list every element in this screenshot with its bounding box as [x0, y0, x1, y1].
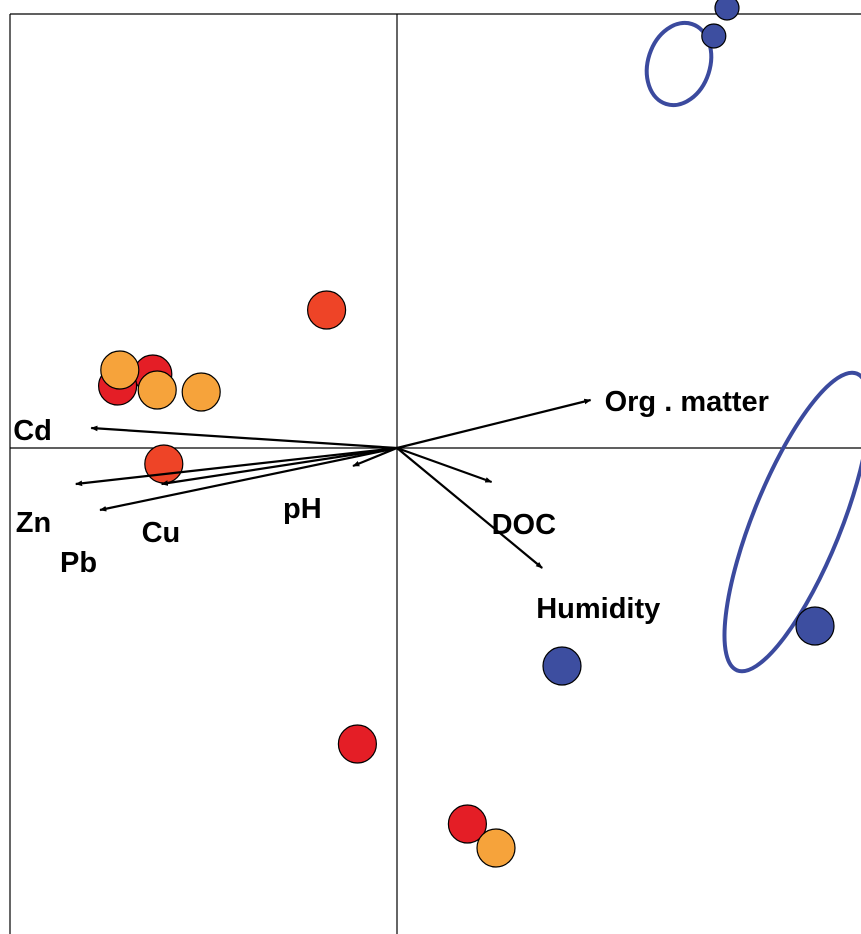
vector-label-ph: pH [283, 493, 322, 525]
sample-point-orange [476, 828, 516, 868]
vector-zn [75, 446, 398, 487]
vector-ph [352, 446, 398, 468]
plot-frame [9, 13, 861, 934]
vector-humidity [396, 447, 543, 569]
vector-label-org-matter: Org . matter [605, 386, 769, 418]
sample-point-red [337, 724, 377, 764]
vector-org-matter [396, 398, 592, 450]
sample-point-red_orange [307, 290, 347, 330]
sample-point-blue [795, 606, 835, 646]
vector-label-pb: Pb [60, 547, 97, 579]
vector-label-cu: Cu [142, 517, 181, 549]
cluster-ellipse-top [644, 20, 714, 108]
vector-label-doc: DOC [492, 509, 556, 541]
sample-point-red_orange [144, 444, 184, 484]
sample-point-blue [714, 0, 740, 21]
vector-label-zn: Zn [16, 507, 51, 539]
cluster-ellipse-right [722, 370, 861, 674]
vector-label-humidity: Humidity [536, 593, 660, 625]
vector-pb [99, 446, 398, 512]
sample-point-orange [181, 372, 221, 412]
sample-point-orange [137, 370, 177, 410]
sample-points [97, 0, 835, 868]
vector-doc [396, 446, 493, 484]
sample-point-blue [542, 646, 582, 686]
cluster-ellipses [644, 20, 861, 674]
sample-point-blue [701, 23, 727, 49]
vector-cu [160, 446, 398, 486]
vector-label-cd: Cd [13, 415, 52, 447]
sample-point-red [447, 804, 487, 844]
zero-axes [10, 14, 861, 934]
variable-vectors [75, 398, 592, 569]
sample-point-orange [100, 350, 140, 390]
vector-labels: Cd Zn Pb Cu pH Org . matter DOC Humidity [13, 386, 769, 625]
vector-cd [90, 425, 398, 450]
